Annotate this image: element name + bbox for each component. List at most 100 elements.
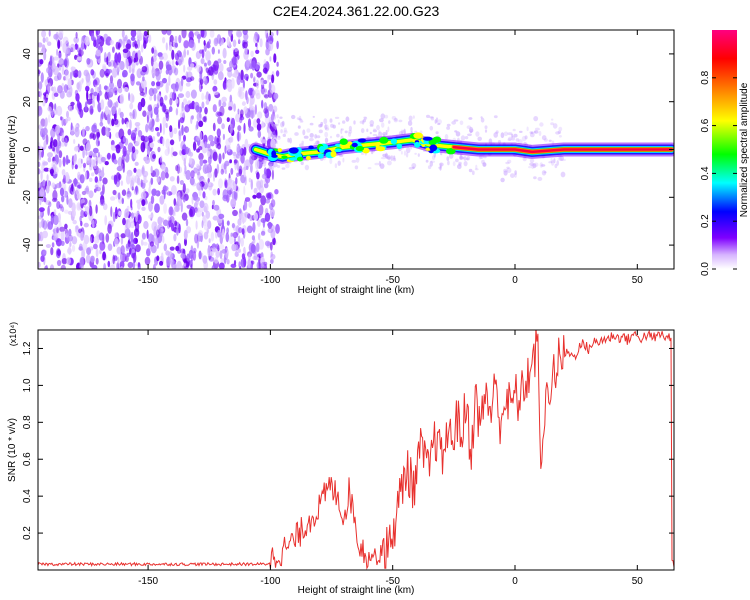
halo-blob bbox=[387, 155, 392, 161]
noise-blob bbox=[88, 177, 93, 182]
noise-blob bbox=[242, 41, 248, 49]
noise-blob bbox=[119, 60, 125, 71]
noise-blob bbox=[232, 209, 238, 217]
noise-blob bbox=[117, 192, 121, 200]
colorbar-tick-label: 0.6 bbox=[700, 118, 711, 132]
noise-blob bbox=[154, 238, 159, 246]
noise-blob bbox=[237, 248, 241, 253]
noise-blob bbox=[116, 262, 119, 269]
noise-blob bbox=[148, 186, 151, 196]
noise-blob bbox=[276, 61, 279, 67]
noise-blob bbox=[271, 130, 276, 139]
noise-blob bbox=[122, 48, 129, 54]
noise-blob bbox=[64, 69, 69, 81]
noise-blob bbox=[200, 30, 205, 38]
noise-blob bbox=[162, 124, 166, 135]
noise-blob bbox=[147, 135, 153, 141]
noise-blob bbox=[42, 179, 46, 187]
noise-blob bbox=[100, 191, 104, 196]
noise-blob bbox=[107, 114, 111, 125]
noise-blob bbox=[122, 145, 127, 157]
noise-blob bbox=[75, 187, 80, 195]
noise-blob bbox=[186, 127, 189, 133]
noise-blob bbox=[265, 48, 270, 56]
noise-blob bbox=[112, 189, 117, 196]
noise-blob bbox=[202, 116, 207, 122]
halo-blob bbox=[412, 115, 415, 119]
halo-blob bbox=[484, 129, 488, 133]
noise-blob bbox=[125, 43, 131, 50]
signal-blob bbox=[277, 148, 283, 153]
halo-blob bbox=[291, 114, 296, 120]
noise-blob bbox=[230, 198, 237, 208]
noise-blob bbox=[250, 163, 253, 173]
noise-blob bbox=[140, 191, 147, 200]
noise-blob bbox=[229, 123, 234, 134]
halo-blob bbox=[526, 126, 529, 132]
noise-blob bbox=[144, 256, 151, 266]
noise-blob bbox=[80, 210, 85, 218]
halo-blob bbox=[463, 156, 467, 161]
noise-blob bbox=[180, 253, 186, 259]
noise-blob bbox=[46, 67, 51, 74]
noise-blob bbox=[77, 70, 82, 79]
noise-blob bbox=[62, 174, 66, 184]
halo-blob bbox=[539, 162, 543, 168]
noise-blob bbox=[196, 238, 200, 249]
noise-blob bbox=[93, 243, 98, 250]
halo-blob bbox=[387, 126, 390, 132]
noise-blob bbox=[270, 258, 274, 264]
noise-blob bbox=[268, 81, 272, 91]
noise-blob bbox=[73, 154, 77, 166]
halo-blob bbox=[372, 134, 378, 137]
noise-blob bbox=[248, 177, 252, 183]
noise-blob bbox=[63, 186, 66, 198]
halo-blob bbox=[557, 156, 563, 161]
noise-blob bbox=[185, 82, 191, 87]
halo-blob bbox=[378, 160, 381, 167]
noise-blob bbox=[85, 185, 90, 195]
noise-blob bbox=[276, 40, 279, 50]
halo-blob bbox=[318, 124, 323, 128]
halo-blob bbox=[271, 113, 276, 120]
noise-blob bbox=[178, 265, 183, 269]
halo-blob bbox=[398, 119, 403, 123]
colorbar-gradient bbox=[712, 30, 737, 269]
noise-blob bbox=[184, 164, 187, 175]
noise-blob bbox=[117, 86, 123, 94]
noise-blob bbox=[100, 156, 106, 163]
halo-blob bbox=[435, 117, 439, 123]
noise-blob bbox=[172, 209, 175, 216]
noise-blob bbox=[40, 170, 43, 181]
noise-blob bbox=[138, 32, 144, 38]
halo-blob bbox=[410, 126, 413, 133]
noise-blob bbox=[237, 108, 240, 115]
noise-blob bbox=[49, 140, 53, 149]
halo-blob bbox=[369, 124, 374, 127]
noise-blob bbox=[65, 154, 69, 166]
noise-blob bbox=[176, 163, 180, 174]
noise-blob bbox=[159, 260, 164, 266]
noise-blob bbox=[82, 162, 87, 168]
halo-blob bbox=[500, 177, 505, 183]
noise-blob bbox=[188, 31, 194, 40]
noise-blob bbox=[238, 35, 241, 44]
noise-blob bbox=[58, 30, 64, 39]
noise-blob bbox=[257, 232, 261, 241]
noise-blob bbox=[151, 221, 158, 232]
noise-blob bbox=[75, 225, 79, 230]
noise-blob bbox=[174, 220, 178, 227]
snr-frame bbox=[37, 329, 675, 571]
noise-blob bbox=[38, 261, 41, 268]
noise-blob bbox=[215, 243, 219, 250]
noise-blob bbox=[47, 152, 53, 158]
noise-blob bbox=[79, 199, 83, 205]
noise-blob bbox=[169, 125, 173, 133]
noise-blob bbox=[169, 97, 173, 106]
noise-blob bbox=[81, 78, 84, 83]
noise-blob bbox=[38, 149, 42, 161]
noise-blob bbox=[114, 237, 119, 247]
noise-blob bbox=[45, 84, 51, 95]
noise-blob bbox=[49, 55, 53, 67]
noise-blob bbox=[201, 49, 205, 59]
